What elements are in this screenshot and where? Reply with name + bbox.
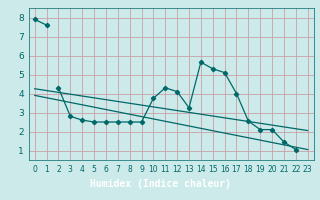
Text: Humidex (Indice chaleur): Humidex (Indice chaleur)	[90, 179, 230, 189]
